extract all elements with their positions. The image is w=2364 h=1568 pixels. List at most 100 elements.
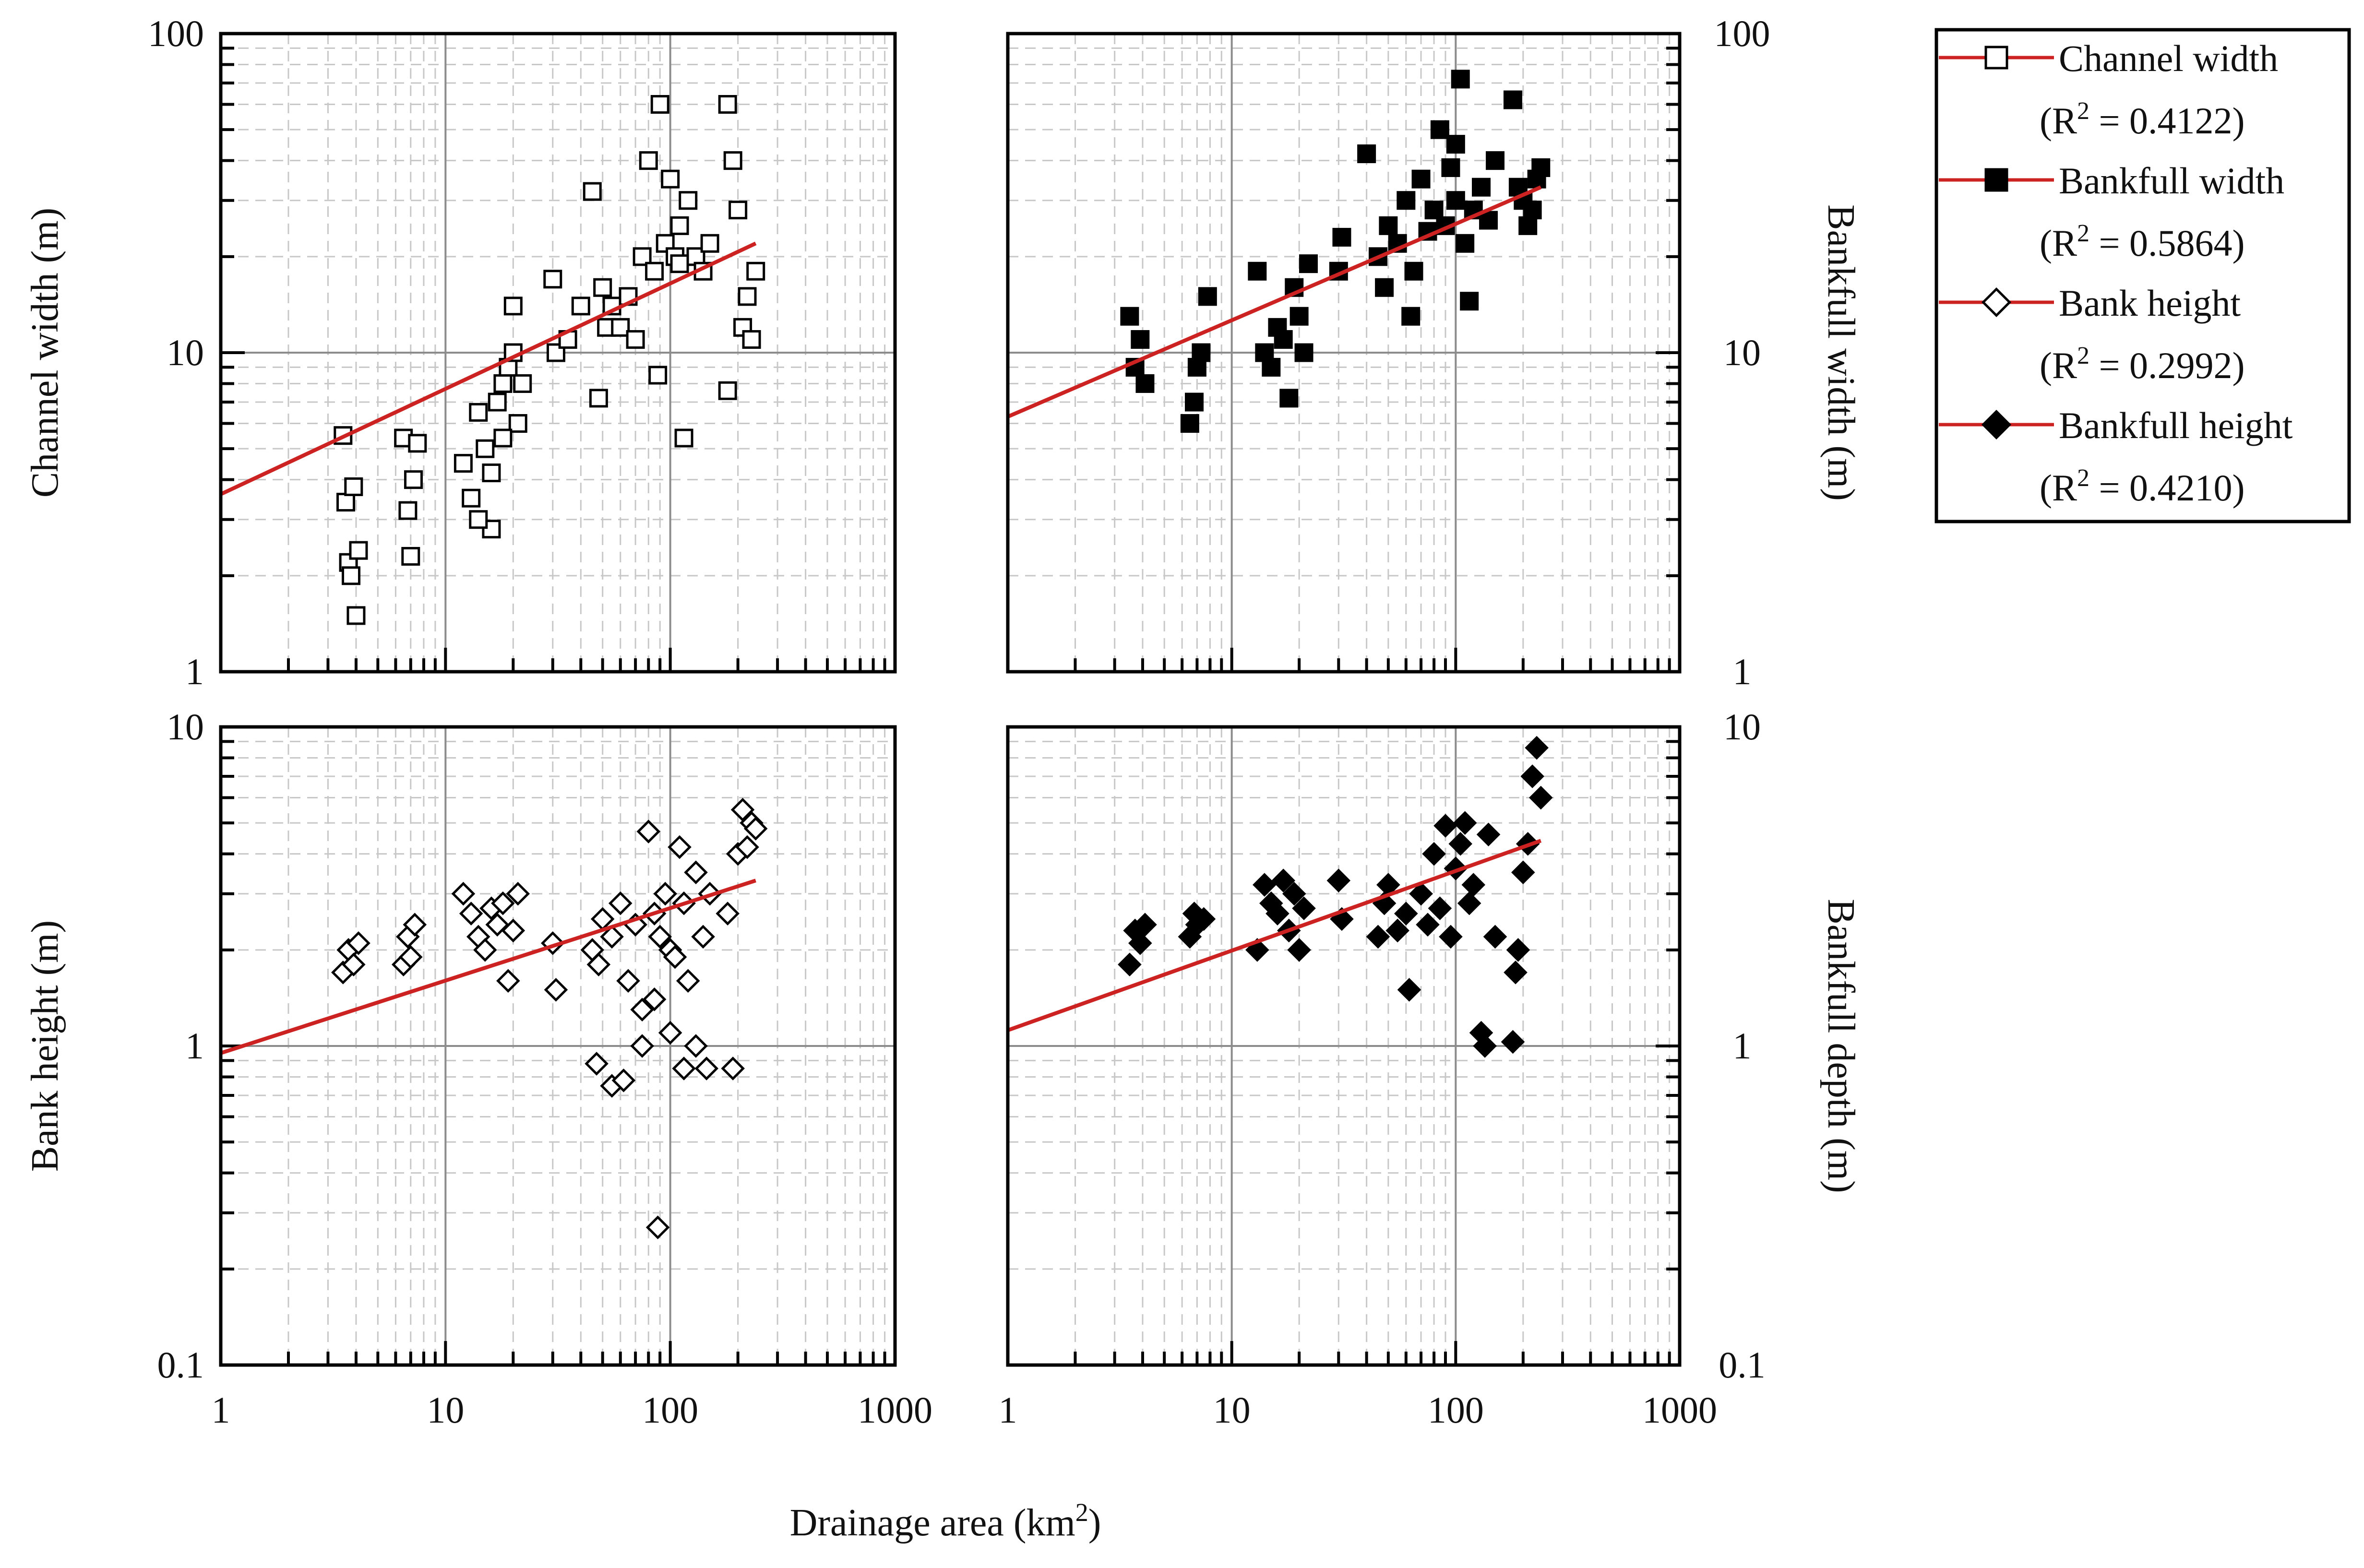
x-tick-label: 10 [427,1389,464,1431]
data-point [1120,307,1139,326]
data-point [611,318,630,337]
data-point [403,913,427,937]
data-point [1461,873,1486,897]
data-point [469,403,488,422]
data-point [676,969,700,993]
data-point [496,969,520,993]
y-tick-label: 10 [167,332,204,373]
data-point [491,891,515,915]
data-point [544,978,568,1002]
data-point [1401,307,1421,326]
data-point [349,541,368,560]
y-tick-label: 10 [167,706,204,748]
data-point [1506,938,1530,962]
x-axis-title: Drainage area (km2) [790,1498,1101,1544]
scatter-points [331,797,768,1239]
data-point [404,470,423,489]
data-point [723,151,742,170]
data-point [1483,925,1507,949]
y-tick-label: 10 [1723,706,1761,748]
legend-label: Bankfull height [2059,404,2293,446]
data-point [1285,278,1304,297]
y-axis-title: Channel width (m) [24,208,66,498]
data-point [543,270,562,289]
panel-bankfull-depth: 10 1 0.1 1 10 100 1000 Bankfull depth (m) [999,706,1863,1431]
x-tick-label: 1 [212,1389,230,1431]
data-point [691,925,715,949]
data-point [1409,881,1433,906]
data-point [616,969,640,993]
data-point [661,169,680,189]
data-point [571,297,590,316]
data-point [1282,881,1306,906]
data-point [1441,158,1460,177]
data-point [342,952,366,977]
data-point [1476,822,1501,847]
data-point [1287,938,1311,962]
data-point [1479,211,1498,230]
data-point [663,945,687,969]
y-tick-label: 0.1 [1719,1344,1766,1386]
legend-label: Channel width [2059,37,2278,79]
data-point [451,881,476,906]
data-point [674,428,693,448]
data-point [1266,902,1289,926]
regression-line [1007,839,1542,1033]
y-axis-title: Bankfull width (m) [1820,204,1862,501]
data-point [648,366,668,385]
data-point [401,546,420,566]
data-point [1248,261,1267,281]
data-point [1428,896,1452,920]
data-point [346,606,366,625]
plot-frame [1006,32,1682,674]
plot-frame [219,725,897,1367]
data-point [1128,931,1152,955]
data-point [718,381,737,400]
data-point [398,501,418,520]
data-point [1379,216,1398,235]
data-point [1262,357,1281,377]
data-point [1274,330,1293,349]
data-point [508,414,527,433]
data-point [1357,144,1376,164]
data-point [1486,151,1505,170]
data-point [1520,764,1544,788]
regression-line [220,241,757,496]
data-point [693,261,713,281]
data-point [670,216,689,235]
data-point [454,454,473,473]
data-point [721,1057,745,1081]
data-point [506,881,530,906]
y-tick-label: 1 [185,1025,204,1067]
legend-r2: (R2 = 0.4210) [2040,464,2245,509]
data-point [493,374,513,393]
data-point [1504,960,1528,985]
data-point [399,945,423,969]
legend-r2: (R2 = 0.5864) [2040,220,2245,264]
legend-r2: (R2 = 0.4122) [2040,97,2245,142]
data-point [488,392,507,412]
data-point [1531,158,1551,177]
data-point [645,261,664,281]
legend-marker [1981,287,2012,318]
regression-line [1007,185,1542,419]
data-point [1299,254,1318,273]
data-point [672,1057,696,1081]
data-point [1397,191,1416,210]
data-point [670,254,689,273]
y-axis-title: Bank height (m) [24,920,66,1172]
legend-label: Bankfull width [2059,160,2284,202]
legend-box [1934,28,2351,523]
data-point [700,234,719,253]
plot-frame [219,32,897,674]
data-point [1424,201,1444,220]
data-point [1456,234,1475,253]
data-point [1453,811,1477,835]
data-point [600,925,624,949]
data-point [482,463,501,483]
data-point [1439,925,1463,949]
data-point [408,434,427,453]
data-point [593,278,612,297]
